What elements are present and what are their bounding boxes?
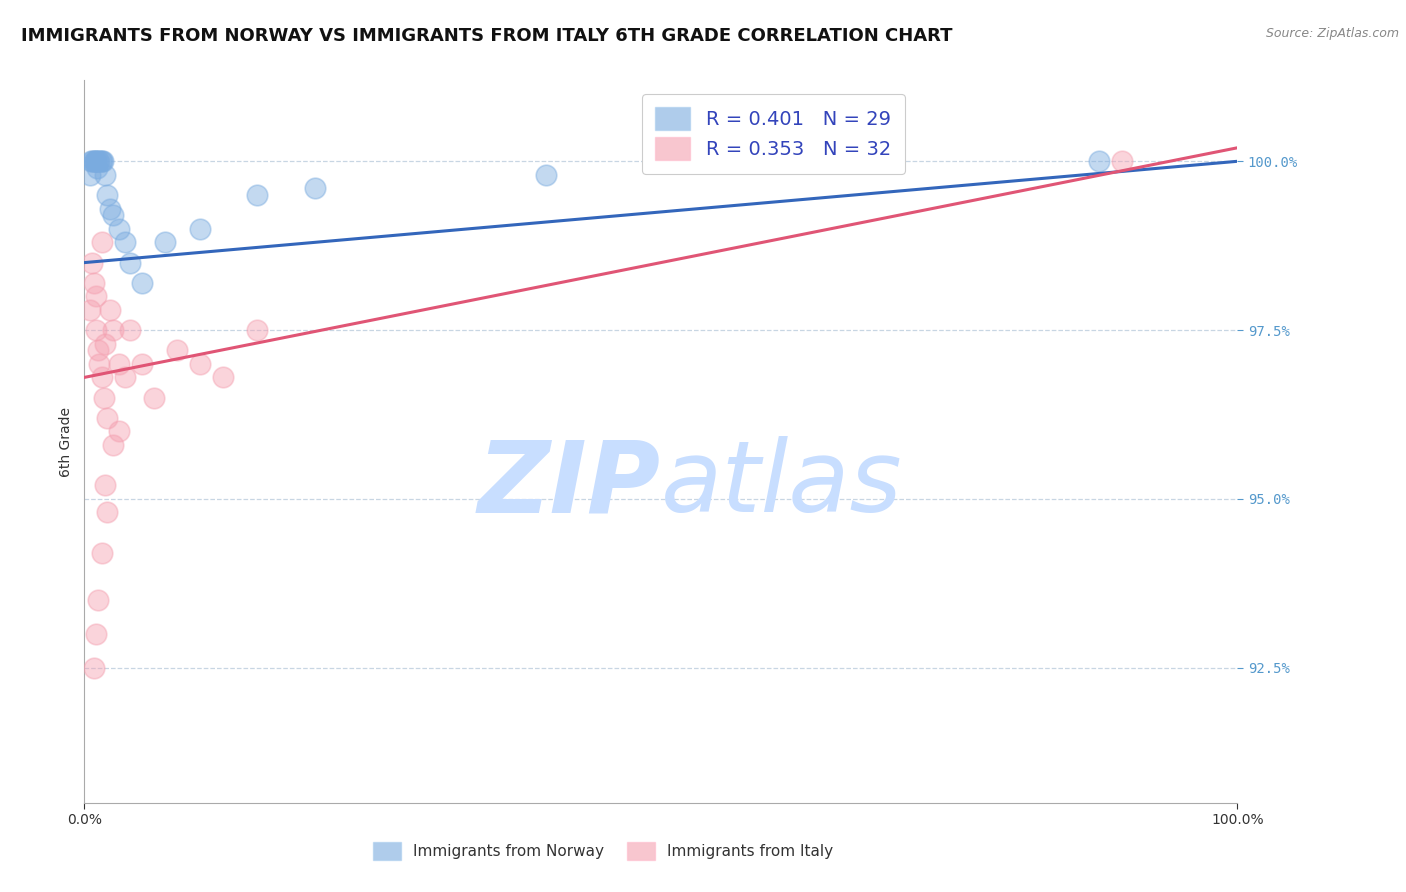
Point	[82, 154, 104, 169]
Point	[94, 336, 117, 351]
Point	[96, 411, 118, 425]
Point	[108, 425, 131, 439]
Text: atlas: atlas	[661, 436, 903, 533]
Point	[1088, 154, 1111, 169]
Point	[89, 154, 111, 169]
Point	[246, 188, 269, 202]
Point	[90, 235, 112, 250]
Point	[79, 302, 101, 317]
Point	[211, 370, 233, 384]
Point	[98, 302, 121, 317]
Point	[96, 505, 118, 519]
Point	[83, 661, 105, 675]
Point	[87, 593, 110, 607]
Point	[534, 168, 557, 182]
Point	[84, 627, 107, 641]
Point	[103, 438, 124, 452]
Point	[84, 154, 107, 169]
Point	[96, 188, 118, 202]
Point	[80, 154, 103, 169]
Point	[880, 154, 903, 169]
Point	[103, 323, 124, 337]
Point	[108, 222, 131, 236]
Point	[142, 391, 165, 405]
Point	[89, 357, 111, 371]
Point	[91, 154, 114, 169]
Point	[90, 370, 112, 384]
Y-axis label: 6th Grade: 6th Grade	[59, 407, 73, 476]
Point	[83, 154, 105, 169]
Point	[90, 546, 112, 560]
Point	[188, 222, 211, 236]
Point	[114, 235, 136, 250]
Legend: Immigrants from Norway, Immigrants from Italy: Immigrants from Norway, Immigrants from …	[366, 835, 841, 867]
Point	[84, 154, 107, 169]
Point	[79, 168, 101, 182]
Point	[131, 357, 153, 371]
Point	[86, 161, 108, 175]
Point	[246, 323, 269, 337]
Point	[114, 370, 136, 384]
Point	[87, 154, 110, 169]
Text: IMMIGRANTS FROM NORWAY VS IMMIGRANTS FROM ITALY 6TH GRADE CORRELATION CHART: IMMIGRANTS FROM NORWAY VS IMMIGRANTS FRO…	[21, 27, 953, 45]
Point	[84, 323, 107, 337]
Point	[304, 181, 326, 195]
Point	[87, 343, 110, 358]
Point	[98, 202, 121, 216]
Point	[120, 255, 142, 269]
Point	[94, 168, 117, 182]
Point	[166, 343, 188, 358]
Point	[84, 289, 107, 303]
Point	[1111, 154, 1133, 169]
Point	[108, 357, 131, 371]
Point	[707, 154, 730, 169]
Point	[89, 154, 111, 169]
Point	[82, 255, 104, 269]
Text: Source: ZipAtlas.com: Source: ZipAtlas.com	[1265, 27, 1399, 40]
Point	[83, 154, 105, 169]
Point	[131, 276, 153, 290]
Point	[153, 235, 176, 250]
Point	[94, 478, 117, 492]
Point	[188, 357, 211, 371]
Point	[90, 154, 112, 169]
Point	[103, 208, 124, 222]
Text: ZIP: ZIP	[478, 436, 661, 533]
Point	[120, 323, 142, 337]
Point	[93, 391, 115, 405]
Point	[83, 276, 105, 290]
